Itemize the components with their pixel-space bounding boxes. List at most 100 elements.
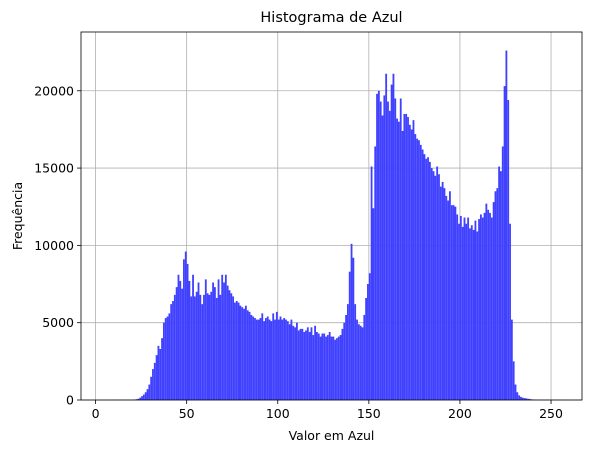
x-axis-ticks: 0 50 100 150 200 250: [92, 400, 563, 421]
histogram-bar: [525, 398, 528, 400]
histogram-bar: [157, 345, 160, 400]
x-tick-label: 100: [266, 406, 290, 421]
histogram-bar: [350, 243, 353, 400]
histogram-bar: [243, 308, 245, 400]
histogram-bar: [479, 214, 482, 400]
histogram-bar: [208, 294, 211, 400]
histogram-bar: [487, 209, 490, 400]
histogram-bar: [221, 274, 224, 400]
histogram-bar: [412, 120, 415, 400]
histogram-bar: [197, 282, 200, 400]
histogram-bar: [137, 398, 140, 400]
histogram-bar: [306, 327, 309, 400]
histogram-bar: [328, 331, 331, 400]
y-tick-label: 0: [66, 393, 74, 408]
histogram-bar: [312, 335, 315, 400]
histogram-bar: [275, 311, 278, 400]
histogram-bar: [449, 191, 451, 400]
y-axis-ticks: 0 5000 10000 15000 20000: [34, 83, 81, 408]
histogram-bar: [490, 217, 493, 400]
histogram-bar: [439, 186, 442, 400]
histogram-bar: [268, 319, 271, 400]
histogram-bar: [246, 310, 249, 400]
histogram-bar: [392, 73, 395, 401]
histogram-bar: [469, 228, 471, 400]
histogram-bar: [203, 294, 205, 400]
histogram-bar: [261, 313, 264, 400]
histogram-bar: [459, 216, 462, 400]
histogram-bar: [190, 296, 193, 400]
histogram-bar: [168, 313, 171, 400]
histogram-bar: [381, 115, 384, 401]
histogram-bar: [408, 124, 411, 401]
histogram-bar: [193, 296, 196, 400]
histogram-bar: [183, 259, 185, 400]
histogram-bar: [445, 195, 448, 400]
histogram-bar: [385, 73, 388, 401]
histogram-bar: [430, 168, 433, 400]
x-tick-label: 200: [448, 406, 472, 421]
histogram-bar: [365, 297, 368, 400]
histogram-bar: [259, 318, 262, 400]
histogram-bar: [186, 263, 189, 400]
histogram-bar: [219, 294, 222, 400]
histogram-bar: [139, 397, 142, 400]
histogram-bar: [418, 140, 420, 400]
histogram-bar: [452, 205, 455, 400]
histogram-bar: [463, 217, 466, 400]
histogram-bar: [237, 302, 240, 400]
histogram-bar: [254, 318, 256, 400]
histogram-bar: [472, 229, 475, 400]
histogram-bar: [492, 202, 495, 400]
y-tick-label: 15000: [34, 161, 74, 176]
histogram-bar: [510, 319, 513, 400]
histogram-bar: [407, 117, 409, 400]
histogram-bar: [397, 121, 400, 401]
histogram-bar: [179, 280, 182, 400]
x-tick-label: 150: [357, 406, 381, 421]
histogram-bar: [396, 118, 398, 401]
histogram-bar: [470, 225, 473, 400]
histogram-bar: [235, 301, 238, 400]
histogram-bar: [450, 205, 453, 400]
histogram-bar: [274, 319, 276, 400]
histogram-bar: [436, 166, 439, 400]
histogram-bar: [410, 129, 413, 401]
histogram-bar: [215, 297, 218, 400]
histogram-bar: [467, 217, 470, 400]
histogram-bar: [474, 220, 477, 400]
histogram-bar: [152, 369, 154, 400]
histogram-bar: [357, 324, 360, 400]
histogram-bar: [352, 257, 355, 400]
histogram-bar: [213, 287, 216, 400]
histogram-bar: [527, 398, 530, 400]
histogram-bar: [387, 101, 389, 400]
histogram-bar: [523, 398, 526, 400]
histogram-bar: [496, 188, 499, 400]
histogram-bar: [374, 146, 377, 400]
histogram-bar: [172, 301, 174, 400]
histogram-bar: [294, 327, 296, 400]
histogram-bar: [192, 274, 194, 400]
histogram-bar: [330, 336, 333, 400]
histogram-bar: [321, 333, 324, 400]
histogram-bar: [248, 311, 251, 400]
histogram-bar: [348, 271, 351, 400]
histogram-bar: [337, 336, 340, 400]
histogram-bar: [226, 285, 229, 400]
histogram-bar: [414, 134, 417, 400]
histogram-bar: [379, 101, 382, 400]
histogram-bar: [428, 161, 431, 400]
histogram-bar: [142, 394, 145, 400]
histogram-bar: [239, 305, 242, 400]
histogram-bar: [175, 287, 178, 400]
histogram-bar: [228, 290, 231, 400]
plot-border: [80, 31, 583, 401]
histogram-bar: [310, 327, 313, 400]
histogram-bar: [170, 304, 173, 400]
histogram-bar: [153, 362, 156, 400]
histogram-bar: [461, 226, 464, 400]
histogram-bar: [201, 304, 204, 400]
x-axis-label: Valor em Azul: [289, 428, 375, 443]
histogram-bar: [232, 296, 235, 400]
